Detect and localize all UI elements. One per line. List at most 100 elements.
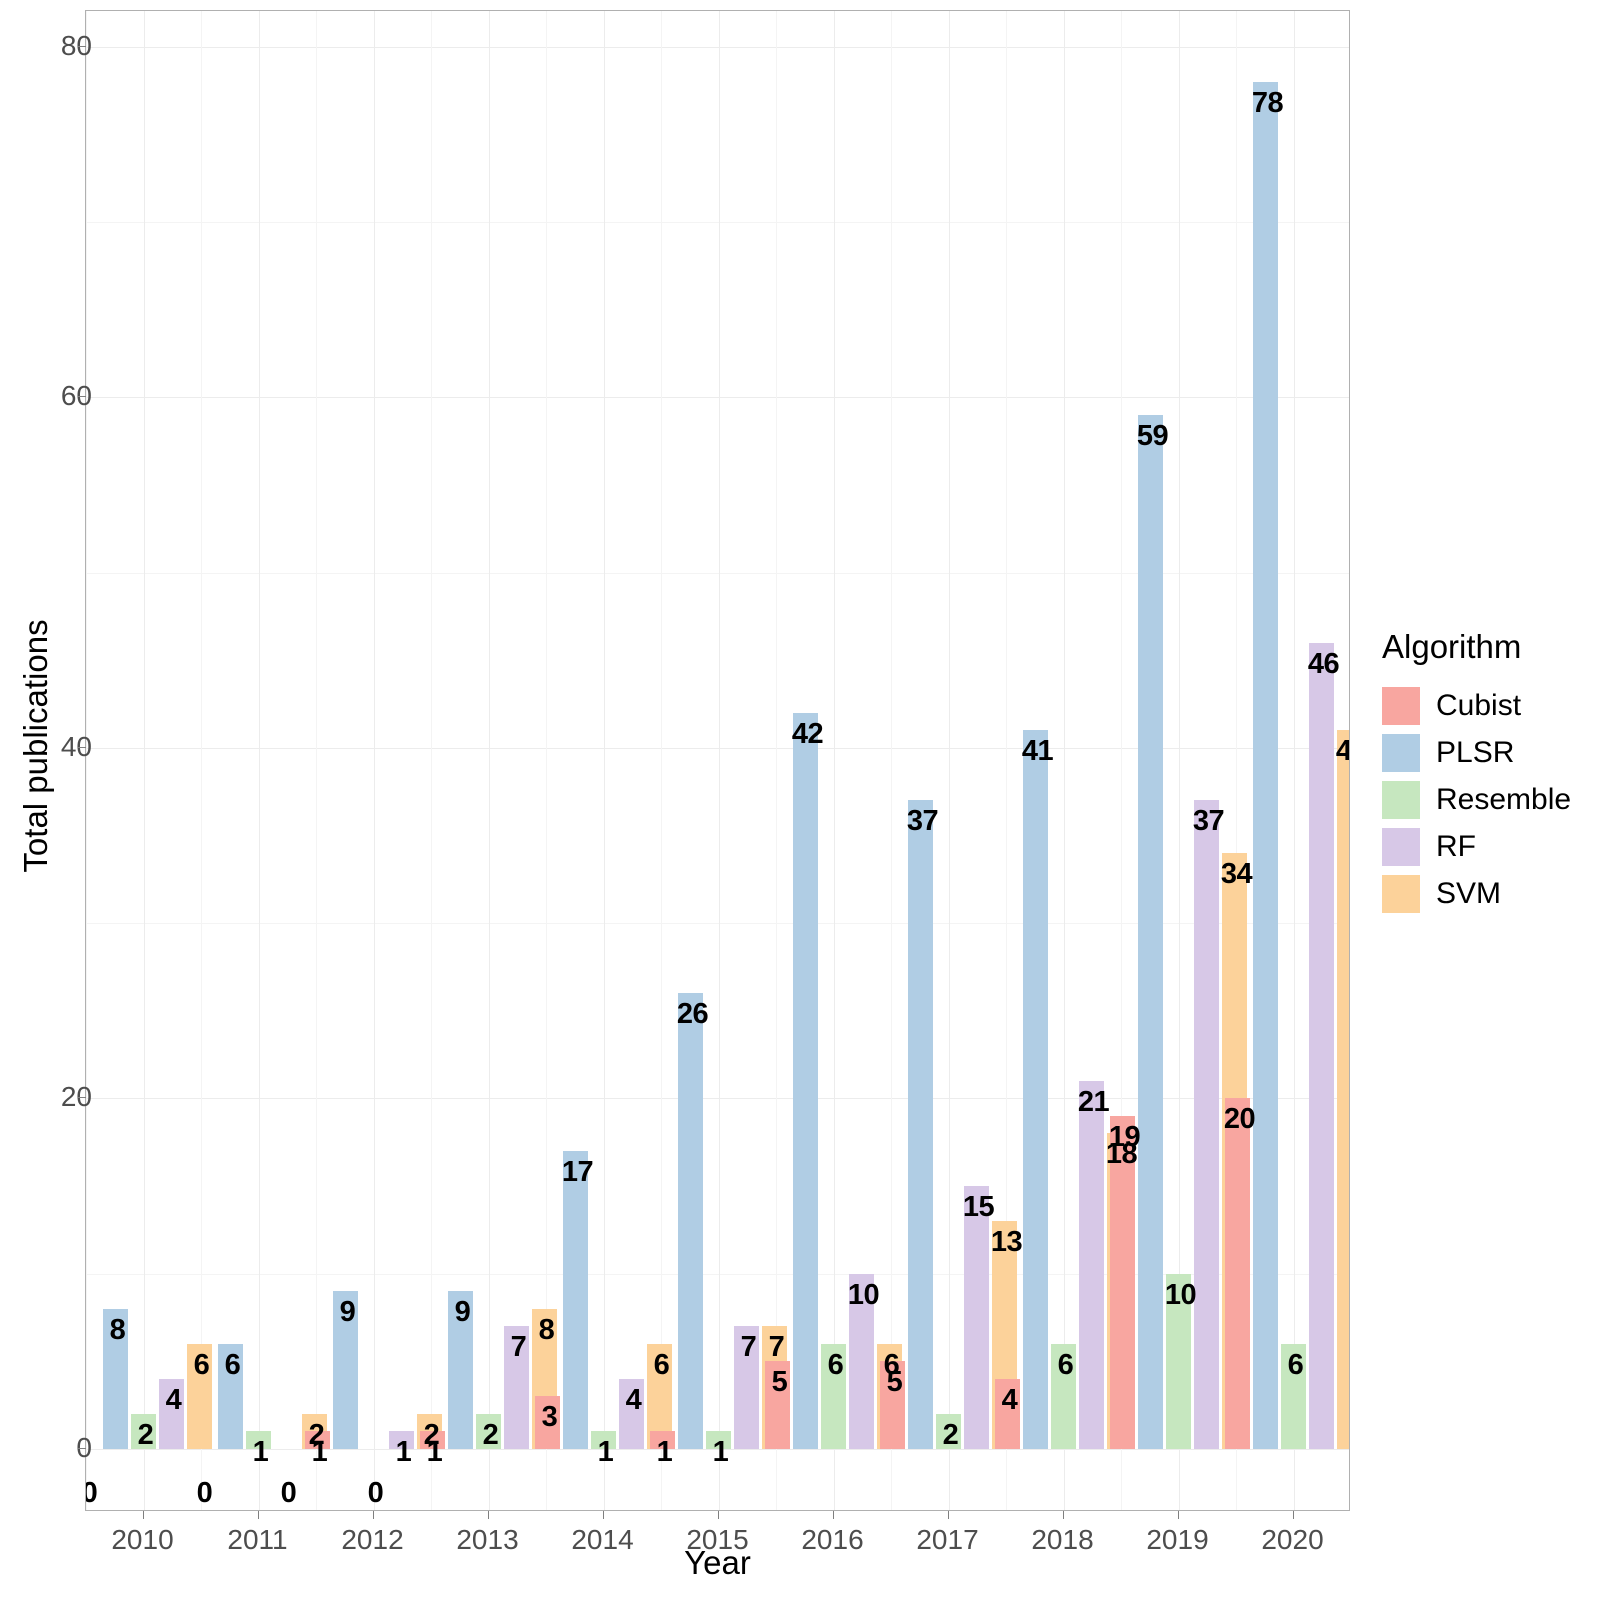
bar <box>333 1291 358 1449</box>
bar-value-label: 0 <box>367 1477 384 1509</box>
gridline-vertical-minor <box>431 11 432 1510</box>
gridline-vertical-minor <box>201 11 202 1510</box>
x-tick-mark <box>257 1511 259 1519</box>
legend-item-label: SVM <box>1436 876 1502 910</box>
bar <box>647 1343 672 1449</box>
bar-value-label: 6 <box>193 1348 210 1381</box>
x-tick-label: 2020 <box>1261 1524 1324 1555</box>
gridline-vertical <box>948 11 950 1510</box>
bar-value-label: 42 <box>791 717 824 750</box>
bar <box>1225 1098 1250 1449</box>
bar <box>765 1361 790 1449</box>
gridline-vertical <box>488 11 490 1510</box>
gridline-vertical-minor <box>86 11 87 1510</box>
bar-value-label: 6 <box>1287 1348 1304 1381</box>
bar <box>420 1431 445 1449</box>
legend-item-svm[interactable]: SVM <box>1382 870 1571 917</box>
bar <box>849 1273 874 1449</box>
bar <box>1138 414 1163 1449</box>
y-tick-mark <box>78 746 86 748</box>
bar-value-label: 5 <box>886 1366 903 1399</box>
bar-value-label: 59 <box>1136 419 1169 452</box>
legend-swatch-icon <box>1382 874 1420 913</box>
gridline-vertical-minor <box>546 11 547 1510</box>
legend-item-plsr[interactable]: PLSR <box>1382 729 1571 776</box>
bar <box>793 712 818 1449</box>
y-tick-label: 20 <box>60 1081 92 1113</box>
legend-item-rf[interactable]: RF <box>1382 823 1571 870</box>
bar-value-label: 8 <box>109 1313 126 1346</box>
gridline-vertical <box>603 11 605 1510</box>
y-axis-title: Total publications <box>17 619 54 873</box>
gridline-vertical-minor <box>1236 11 1237 1510</box>
legend-swatch-icon <box>1382 733 1420 772</box>
bar <box>1253 81 1278 1449</box>
bar-value-label: 1 <box>311 1436 328 1469</box>
bar <box>678 993 703 1449</box>
bar <box>187 1343 212 1449</box>
bar-value-label: 2 <box>308 1418 325 1451</box>
bar-value-label: 5 <box>771 1366 788 1399</box>
bar <box>1281 1343 1306 1449</box>
y-tick-mark <box>78 396 86 398</box>
legend-swatch-icon <box>1382 827 1420 866</box>
x-tick-mark <box>947 1511 949 1519</box>
bar-value-label: 1 <box>656 1436 673 1469</box>
gridline-vertical <box>143 11 145 1510</box>
y-tick-label: 40 <box>60 730 92 762</box>
x-tick-mark <box>717 1511 719 1519</box>
x-tick-mark <box>372 1511 374 1519</box>
y-tick-label: 0 <box>76 1432 92 1463</box>
bar <box>734 1326 759 1449</box>
bar <box>880 1361 905 1449</box>
x-tick-label: 2019 <box>1146 1524 1209 1555</box>
bar-value-label: 17 <box>561 1155 594 1188</box>
bar-value-label: 21 <box>1077 1085 1110 1118</box>
bar-value-label: 18 <box>1105 1138 1138 1171</box>
bar <box>650 1431 675 1449</box>
bar-value-label: 15 <box>962 1191 995 1224</box>
bar-value-label: 41 <box>1021 735 1054 768</box>
legend-item-label: Cubist <box>1436 688 1522 722</box>
bar-value-label: 7 <box>768 1331 785 1364</box>
legend-item-label: RF <box>1436 829 1476 863</box>
bar <box>591 1431 616 1449</box>
bar <box>1051 1343 1076 1449</box>
bar-value-label: 37 <box>906 805 939 838</box>
gridline-vertical <box>1063 11 1065 1510</box>
x-tick-label: 2010 <box>111 1524 174 1555</box>
bar-value-label: 1 <box>712 1436 729 1469</box>
bar <box>1110 1115 1135 1449</box>
bar-value-label: 1 <box>395 1436 412 1469</box>
bar-value-label: 1 <box>252 1436 269 1469</box>
bar-value-label: 34 <box>1220 857 1253 890</box>
bar <box>1337 730 1349 1449</box>
bar <box>619 1378 644 1449</box>
gridline-vertical <box>1293 11 1295 1510</box>
gridline-horizontal <box>86 1098 1349 1100</box>
bar-value-label: 4 <box>1001 1383 1018 1416</box>
y-tick-label: 60 <box>60 380 92 412</box>
bar <box>908 800 933 1449</box>
bar <box>103 1308 128 1449</box>
bar-value-label: 37 <box>1192 805 1225 838</box>
bar <box>448 1291 473 1449</box>
legend-item-resemble[interactable]: Resemble <box>1382 776 1571 823</box>
bar-value-label: 46 <box>1307 647 1340 680</box>
bar-value-label: 2 <box>423 1418 440 1451</box>
legend-item-cubist[interactable]: Cubist <box>1382 682 1571 729</box>
legend-title: Algorithm <box>1382 628 1522 665</box>
y-tick-mark <box>78 45 86 47</box>
legend-swatch-icon <box>1382 686 1420 725</box>
gridline-vertical-minor <box>1121 11 1122 1510</box>
bar-value-label: 6 <box>1057 1348 1074 1381</box>
bar <box>1166 1273 1191 1449</box>
bar <box>218 1343 243 1449</box>
bar <box>936 1413 961 1449</box>
bar-value-label: 10 <box>847 1278 880 1311</box>
x-tick-label: 2012 <box>341 1524 404 1555</box>
gridline-vertical-minor <box>776 11 777 1510</box>
bar-value-label: 78 <box>1251 86 1284 119</box>
gridline-horizontal <box>86 747 1349 749</box>
